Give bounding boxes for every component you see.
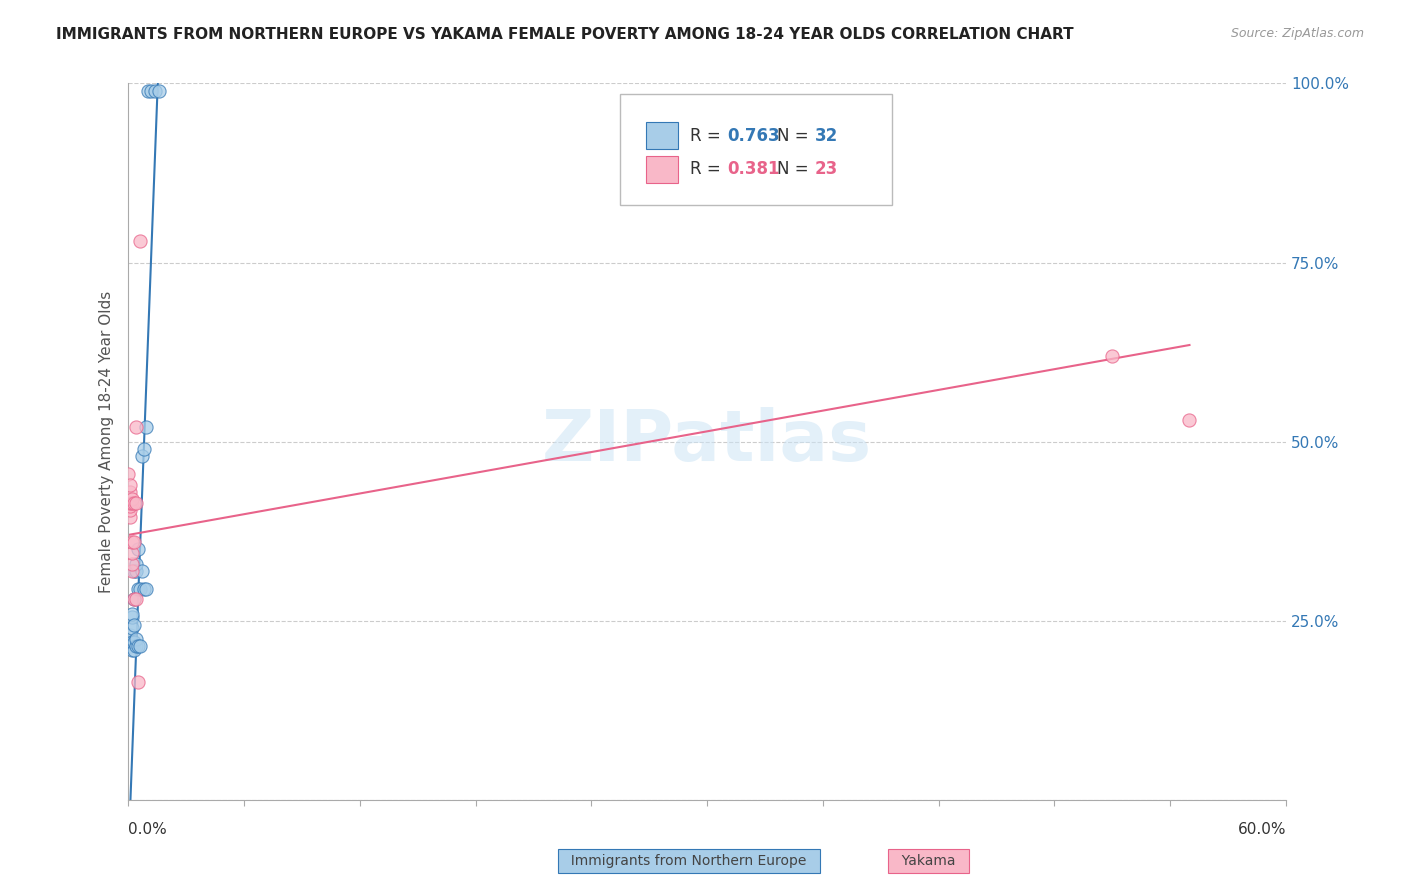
Point [121,546,143,560]
Point [132,582,155,596]
Point [120,510,142,524]
Point [122,617,145,632]
Point [121,621,143,635]
Text: R =: R = [690,161,725,178]
Point [122,496,145,510]
Point [128,234,150,248]
Point [121,496,143,510]
Text: 23: 23 [814,161,838,178]
Point [120,496,142,510]
Text: 0.763: 0.763 [727,127,779,145]
Point [141,84,163,98]
Text: 32: 32 [814,127,838,145]
Text: R =: R = [690,127,725,145]
Text: 0.381: 0.381 [727,161,779,178]
Text: IMMIGRANTS FROM NORTHERN EUROPE VS YAKAMA FEMALE POVERTY AMONG 18-24 YEAR OLDS C: IMMIGRANTS FROM NORTHERN EUROPE VS YAKAM… [56,27,1074,42]
Point [135,582,157,596]
Point [125,496,148,510]
Point [122,592,145,607]
Text: ZIPatlas: ZIPatlas [543,408,872,476]
Point [120,639,142,653]
Point [120,500,142,514]
Point [120,484,142,499]
Text: Yakama: Yakama [893,854,965,868]
Point [131,564,153,578]
Point [121,642,143,657]
Point [121,610,143,624]
Point [125,639,148,653]
FancyBboxPatch shape [645,122,678,149]
Point [1178,413,1201,427]
Point [122,642,145,657]
FancyBboxPatch shape [620,95,893,205]
Point [127,542,149,557]
Point [136,84,159,98]
Point [1101,349,1123,363]
Point [135,420,157,434]
Point [121,535,143,549]
Point [122,535,145,549]
Point [121,635,143,649]
Point [125,632,148,646]
Text: 60.0%: 60.0% [1237,822,1286,838]
Point [127,582,149,596]
Point [127,639,149,653]
Point [127,674,149,689]
Point [122,635,145,649]
Point [148,84,170,98]
Text: Immigrants from Northern Europe: Immigrants from Northern Europe [562,854,815,868]
Point [125,592,148,607]
Point [122,592,145,607]
Point [125,564,148,578]
Point [121,492,143,507]
Point [128,639,150,653]
Point [120,635,142,649]
Point [121,564,143,578]
Point [121,607,143,621]
Point [132,442,155,456]
Y-axis label: Female Poverty Among 18-24 Year Olds: Female Poverty Among 18-24 Year Olds [100,291,114,593]
Point [120,477,142,491]
Point [120,628,142,642]
Point [125,420,148,434]
Point [122,564,145,578]
Point [117,467,139,481]
Point [121,557,143,571]
Point [131,449,153,463]
Text: Source: ZipAtlas.com: Source: ZipAtlas.com [1230,27,1364,40]
Point [125,557,148,571]
Text: N =: N = [776,161,814,178]
Point [120,503,142,517]
Text: 0.0%: 0.0% [128,822,167,838]
Point [143,84,166,98]
FancyBboxPatch shape [645,156,678,183]
Text: N =: N = [776,127,814,145]
Point [128,582,150,596]
